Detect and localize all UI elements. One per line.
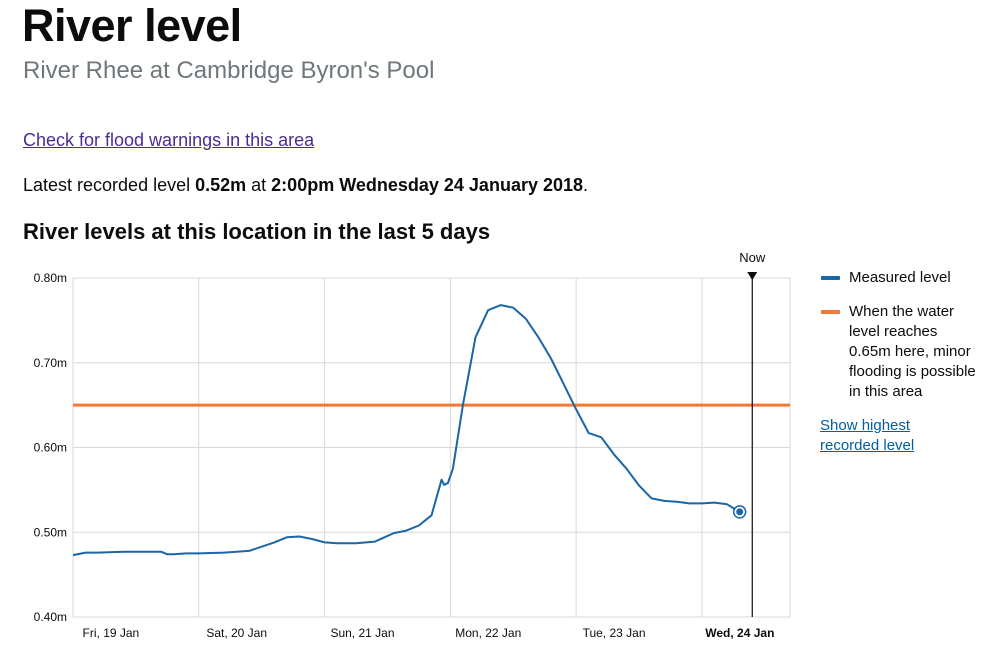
legend-measured-label: Measured level	[849, 269, 951, 286]
y-tick-label: 0.40m	[34, 610, 67, 624]
chart-heading: River levels at this location in the las…	[23, 219, 491, 244]
y-tick-label: 0.60m	[34, 441, 67, 455]
threshold-swatch	[821, 310, 840, 314]
y-tick-label: 0.70m	[34, 356, 67, 370]
x-tick-label: Mon, 22 Jan	[455, 626, 521, 640]
now-label: Now	[739, 250, 766, 265]
x-tick-label: Sun, 21 Jan	[330, 626, 394, 640]
show-highest-level-link[interactable]: Show highest recorded level	[820, 417, 915, 454]
latest-middle: at	[246, 175, 272, 195]
latest-level-text: Latest recorded level 0.52m at 2:00pm We…	[23, 173, 588, 197]
latest-suffix: .	[583, 175, 589, 195]
measured-level-line	[72, 304, 741, 557]
latest-level-value: 0.52m	[195, 175, 247, 195]
latest-time: 2:00pm Wednesday 24 January 2018	[271, 175, 584, 195]
legend-item-measured: Measured level	[820, 268, 980, 288]
y-tick-label: 0.80m	[34, 271, 67, 285]
river-level-chart: 0.40m 0.50m 0.60m 0.70m 0.80m Fri, 19 Jan Sat,…	[34, 250, 791, 640]
legend-item-flood-threshold: When the water level reaches 0.65m here,…	[820, 302, 980, 402]
measured-level-swatch	[821, 276, 840, 280]
chart-legend: Measured level When the water level reac…	[820, 268, 980, 456]
x-tick-label: Wed, 24 Jan	[705, 626, 774, 640]
page-title: River level	[22, 0, 242, 51]
x-tick-label: Fri, 19 Jan	[83, 626, 140, 640]
latest-reading-point	[736, 508, 744, 516]
latest-prefix: Latest recorded level	[23, 175, 196, 195]
legend-flood-label: When the water level reaches 0.65m here,…	[849, 303, 976, 400]
y-tick-label: 0.50m	[34, 525, 67, 539]
now-marker-triangle	[747, 272, 758, 280]
page-subtitle: River Rhee at Cambridge Byron's Pool	[23, 57, 435, 84]
x-tick-label: Tue, 23 Jan	[583, 626, 646, 640]
flood-warnings-link[interactable]: Check for flood warnings in this area	[23, 130, 315, 150]
x-tick-label: Sat, 20 Jan	[206, 626, 267, 640]
